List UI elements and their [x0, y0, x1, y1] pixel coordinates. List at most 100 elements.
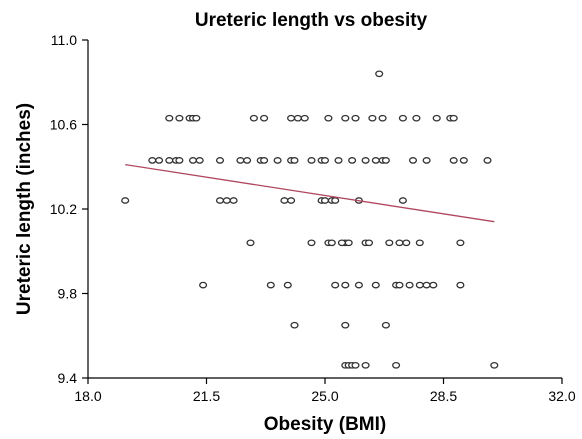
x-tick-label: 18.0 — [74, 388, 101, 404]
data-point — [490, 361, 499, 369]
ticks — [82, 39, 563, 384]
data-point — [155, 157, 164, 164]
data-point — [199, 281, 208, 289]
data-point — [483, 157, 492, 164]
data-point — [368, 114, 377, 122]
data-point — [371, 157, 380, 164]
y-tick-label: 9.4 — [58, 370, 78, 386]
data-point — [351, 361, 360, 369]
data-point — [395, 239, 404, 247]
data-point — [402, 239, 411, 247]
data-point — [354, 281, 363, 289]
y-tick-label: 10.6 — [50, 117, 77, 133]
data-point — [290, 321, 299, 329]
data-point — [456, 239, 465, 247]
data-point — [260, 157, 269, 164]
data-point — [175, 114, 184, 122]
data-points — [121, 70, 499, 369]
data-point — [334, 157, 343, 164]
data-point — [324, 114, 333, 122]
data-point — [429, 281, 438, 289]
data-point — [293, 114, 302, 122]
data-point — [459, 157, 468, 164]
data-point — [192, 114, 201, 122]
data-point — [283, 281, 292, 289]
data-point — [351, 114, 360, 122]
data-point — [381, 321, 390, 329]
data-point — [415, 239, 424, 247]
data-point — [307, 157, 316, 164]
data-point — [222, 197, 231, 204]
data-point — [341, 114, 350, 122]
data-point — [341, 281, 350, 289]
data-point — [408, 157, 418, 164]
data-point — [422, 281, 431, 289]
data-point — [148, 157, 157, 164]
data-point — [398, 197, 407, 204]
data-point — [449, 157, 458, 164]
data-point — [307, 239, 316, 247]
data-point — [398, 114, 407, 122]
data-point — [215, 157, 225, 164]
data-point — [378, 114, 387, 122]
data-point — [344, 239, 353, 247]
data-point — [266, 281, 275, 289]
data-point — [432, 114, 441, 122]
data-point — [320, 157, 330, 164]
y-tick-label: 11.0 — [51, 32, 77, 48]
axes — [87, 40, 562, 379]
data-point — [273, 157, 282, 164]
data-point — [195, 157, 204, 164]
data-point — [165, 157, 174, 164]
data-point — [249, 114, 258, 122]
data-point — [341, 321, 350, 329]
data-point — [188, 157, 198, 164]
data-point — [215, 197, 225, 204]
data-point — [320, 197, 330, 204]
data-point — [361, 361, 370, 369]
data-point — [381, 157, 390, 164]
data-point — [327, 239, 336, 247]
x-tick-label: 25.0 — [311, 388, 338, 404]
trend-line — [125, 163, 495, 223]
y-tick-label: 9.8 — [58, 286, 78, 302]
data-point — [449, 114, 458, 122]
data-point — [456, 281, 465, 289]
data-point — [364, 239, 374, 247]
data-point — [348, 157, 357, 164]
data-point — [331, 197, 340, 204]
data-point — [121, 197, 130, 204]
tick-labels: 18.0 21.5 25.0 28.5 32.0 9.4 9.8 10.2 10… — [50, 32, 576, 404]
data-point — [415, 281, 424, 289]
data-point — [175, 157, 184, 164]
data-point — [260, 114, 269, 122]
data-point — [395, 281, 404, 289]
data-point — [287, 197, 296, 204]
data-point — [385, 239, 394, 247]
y-tick-label: 10.2 — [50, 201, 77, 217]
data-point — [337, 239, 346, 247]
x-tick-label: 28.5 — [430, 388, 457, 404]
data-point — [331, 281, 340, 289]
data-point — [280, 197, 289, 204]
data-point — [229, 197, 238, 204]
data-point — [246, 239, 255, 247]
y-axis-label: Ureteric length (inches) — [14, 103, 35, 315]
data-point — [361, 157, 370, 164]
data-point — [300, 114, 309, 122]
data-point — [371, 281, 380, 289]
data-point — [422, 157, 431, 164]
data-point — [236, 157, 245, 164]
data-point — [375, 70, 384, 78]
x-tick-label: 21.5 — [193, 388, 220, 404]
data-point — [392, 361, 401, 369]
x-tick-label: 32.0 — [548, 388, 575, 404]
data-point — [287, 114, 296, 122]
data-point — [405, 281, 414, 289]
data-point — [412, 114, 421, 122]
data-point — [165, 114, 174, 122]
data-point — [243, 157, 252, 164]
x-axis-label: Obesity (BMI) — [264, 414, 386, 435]
chart-title: Ureteric length vs obesity — [195, 10, 428, 31]
